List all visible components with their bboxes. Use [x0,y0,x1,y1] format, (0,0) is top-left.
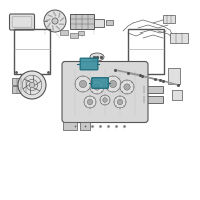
FancyArrow shape [59,23,64,25]
Circle shape [105,76,121,92]
Circle shape [114,96,126,108]
Bar [172,90,182,100]
Circle shape [84,96,96,108]
Circle shape [75,76,91,92]
Bar [170,33,188,43]
Bar [125,96,163,103]
Bar [94,19,104,27]
Circle shape [103,98,107,102]
Bar [63,122,77,130]
Circle shape [120,80,134,94]
Bar [125,86,163,93]
Bar [70,33,78,38]
FancyBboxPatch shape [80,58,98,70]
Bar [106,20,113,25]
Bar [168,68,180,84]
Circle shape [87,99,93,105]
Bar [70,14,94,28]
FancyBboxPatch shape [62,62,148,122]
Bar [12,86,30,93]
Circle shape [94,84,100,90]
Circle shape [117,99,123,105]
Bar [60,30,68,35]
Bar [163,15,175,23]
FancyArrow shape [52,25,54,31]
Circle shape [124,84,130,90]
Bar [14,29,50,74]
FancyBboxPatch shape [92,78,108,88]
Circle shape [18,71,46,99]
Circle shape [90,80,104,94]
Circle shape [100,95,110,105]
Circle shape [29,82,35,88]
FancyArrow shape [58,12,61,18]
Circle shape [44,10,66,32]
Circle shape [109,80,117,88]
FancyArrow shape [59,17,65,22]
Ellipse shape [90,53,104,61]
Bar [80,122,90,130]
FancyArrow shape [47,22,51,28]
Bar [128,29,164,74]
FancyArrow shape [47,14,53,17]
Circle shape [52,18,58,24]
Circle shape [79,80,87,88]
Bar [12,78,30,85]
Bar [78,31,84,35]
FancyArrow shape [53,11,57,16]
FancyArrow shape [45,19,51,22]
FancyArrow shape [55,25,60,30]
FancyBboxPatch shape [10,14,35,30]
